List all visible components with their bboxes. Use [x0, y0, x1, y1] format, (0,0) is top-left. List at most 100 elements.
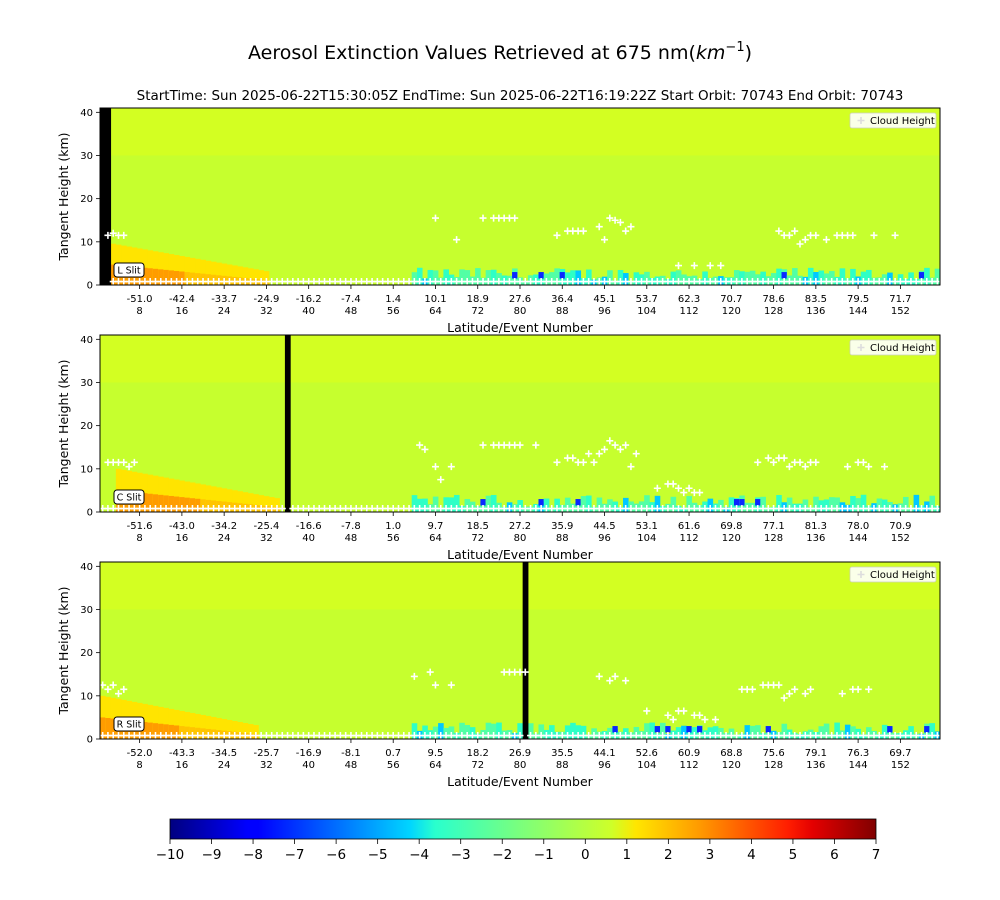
- x-tick-event-label: 88: [556, 760, 569, 771]
- heatmap-cell: [792, 268, 798, 285]
- cloud-height-marker: [812, 231, 820, 239]
- x-tick-latitude-label: 44.5: [593, 521, 615, 532]
- y-tick-label: 30: [80, 605, 93, 616]
- colorbar-tick-label: 2: [664, 847, 673, 863]
- heatmap-cell: [617, 269, 624, 285]
- heatmap-cell: [195, 258, 201, 285]
- slit-label: C Slit: [117, 493, 142, 504]
- x-tick-event-label: 112: [680, 760, 699, 771]
- heatmap-cell: [464, 270, 471, 285]
- heatmap-cell: [844, 724, 851, 739]
- heatmap-cell: [866, 269, 872, 285]
- x-axis-label: Latitude/Event Number: [447, 774, 594, 789]
- heatmap-cell: [210, 486, 217, 512]
- x-tick-event-label: 56: [387, 306, 400, 317]
- x-tick-event-label: 56: [387, 760, 400, 771]
- legend-box: [849, 339, 937, 356]
- heatmap-cell: [432, 270, 439, 285]
- heatmap-cell: [786, 497, 793, 512]
- heatmap-cell: [168, 724, 175, 739]
- heatmap-cell: [765, 726, 771, 733]
- figure-title-main: Aerosol Extinction Values Retrieved at 6…: [248, 42, 696, 64]
- x-tick-event-label: 64: [429, 760, 442, 771]
- figure-subtitle: StartTime: Sun 2025-06-22T15:30:05Z EndT…: [137, 88, 904, 104]
- heatmap-cell: [168, 708, 175, 739]
- heatmap-cell: [152, 723, 159, 739]
- colorbar-gradient: [169, 818, 877, 840]
- heatmap-cell: [924, 726, 930, 733]
- heatmap-cell: [432, 496, 439, 512]
- heatmap-cell: [221, 263, 228, 285]
- colorbar-tick-label: 3: [706, 847, 715, 863]
- colorbar: −10 −9 −8 −7 −6 −5 −4 −3 −2 −1 0 1 2 3 4 5 6 7: [156, 818, 880, 863]
- cloud-height-marker: [532, 441, 540, 449]
- colorbar-ticks: −10 −9 −8 −7 −6 −5 −4 −3 −2 −1 0 1 2 3 4 5 6 7: [156, 839, 880, 863]
- y-tick-label: 40: [80, 335, 93, 346]
- x-tick-event-label: 72: [471, 760, 484, 771]
- cloud-height-marker: [595, 450, 603, 458]
- cloud-height-marker: [120, 458, 128, 466]
- x-tick-latitude-label: 35.9: [551, 521, 573, 532]
- figure-title: Aerosol Extinction Values Retrieved at 6…: [248, 40, 752, 64]
- figure-title-unit: km: [696, 42, 726, 64]
- x-tick-event-label: 144: [849, 533, 868, 544]
- x-tick-event-label: 112: [680, 533, 699, 544]
- heatmap-cell: [644, 723, 650, 739]
- x-tick-latitude-label: -43.3: [169, 748, 195, 759]
- cloud-height-marker: [838, 690, 846, 698]
- cloud-height-marker: [801, 236, 809, 244]
- heatmap-cell: [443, 269, 449, 285]
- x-tick-event-label: 72: [471, 533, 484, 544]
- cloud-height-marker: [674, 484, 682, 492]
- cloud-height-marker: [453, 236, 461, 244]
- slit-label: L Slit: [117, 266, 141, 277]
- heatmap-cell: [538, 724, 545, 739]
- cloud-height-marker: [585, 450, 593, 458]
- heatmap-cell: [675, 270, 682, 285]
- cloud-height-marker: [109, 229, 117, 237]
- colorbar-tick-label: −10: [156, 847, 185, 863]
- y-tick-label: 40: [80, 562, 93, 573]
- heatmap-cell: [147, 474, 154, 512]
- heatmap-cell: [147, 268, 154, 285]
- heatmap-cell: [216, 262, 222, 285]
- heatmap-cell: [158, 706, 164, 739]
- cloud-height-marker: [606, 437, 614, 445]
- x-tick-event-label: 56: [387, 533, 400, 544]
- x-tick-event-label: 152: [891, 533, 910, 544]
- x-tick-latitude-label: 71.7: [889, 294, 911, 305]
- heatmap-cell: [184, 497, 191, 512]
- heatmap-upper-band: [100, 562, 940, 610]
- cloud-height-marker: [785, 463, 793, 471]
- x-tick-latitude-label: 81.3: [805, 521, 827, 532]
- cloud-height-marker: [653, 484, 661, 492]
- x-tick-latitude-label: 78.6: [762, 294, 784, 305]
- x-tick-latitude-label: -43.0: [169, 521, 195, 532]
- x-tick-latitude-label: -51.0: [127, 294, 153, 305]
- x-tick-latitude-label: 68.8: [720, 748, 742, 759]
- x-tick-event-label: 104: [637, 533, 656, 544]
- cloud-height-marker: [674, 262, 682, 270]
- cloud-height-marker: [685, 484, 693, 492]
- heatmap-cell: [237, 491, 243, 512]
- heatmap-cell: [887, 726, 893, 733]
- heatmap-cell: [739, 499, 745, 506]
- heatmap-cell: [453, 494, 460, 512]
- x-tick-latitude-label: 77.1: [762, 521, 784, 532]
- heatmap-cell: [490, 723, 497, 739]
- cloud-height-marker: [748, 685, 756, 693]
- heatmap-cell: [163, 253, 169, 285]
- cloud-height-marker: [706, 262, 714, 270]
- cloud-height-marker: [796, 458, 804, 466]
- y-axis-label: Tangent Height (km): [56, 132, 71, 261]
- heatmap-cell: [580, 496, 587, 512]
- x-tick-event-label: 24: [218, 760, 231, 771]
- x-tick-event-label: 48: [345, 760, 358, 771]
- heatmap-upper-band: [100, 335, 940, 383]
- heatmap-cell: [200, 714, 206, 739]
- heatmap-cell: [733, 499, 740, 506]
- x-tick-latitude-label: -16.9: [296, 748, 322, 759]
- heatmap-cell: [216, 717, 222, 739]
- heatmap-cell: [438, 723, 444, 739]
